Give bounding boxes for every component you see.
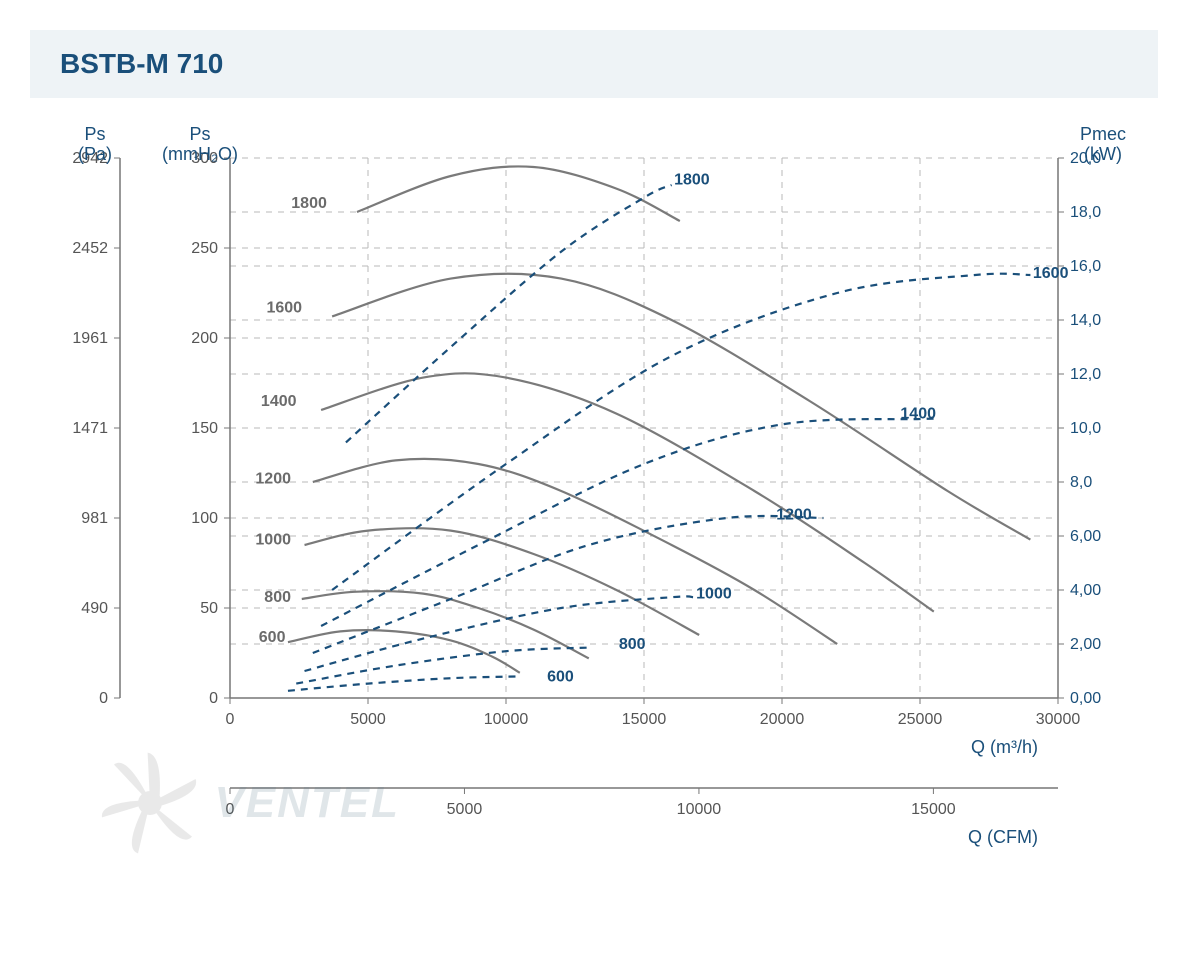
x-tick-label: 25000	[898, 711, 943, 728]
ps-curve-1000	[305, 528, 700, 635]
y-tick-label-mmh2o: 150	[191, 420, 218, 437]
ps-curve-1200	[313, 459, 837, 644]
y2-tick-label: 12,0	[1070, 366, 1101, 383]
y2-label-2: (kW)	[1084, 144, 1122, 164]
y-tick-label-pa: 981	[81, 510, 108, 527]
y2-tick-label: 16,0	[1070, 258, 1101, 275]
pmec-curve-label-1600: 1600	[1033, 265, 1069, 282]
pmec-curve-label-1400: 1400	[900, 406, 936, 423]
x-tick-label: 30000	[1036, 711, 1081, 728]
chart-title: BSTB-M 710	[60, 48, 1128, 80]
y-label-mmh2o-1: Ps	[189, 124, 210, 144]
fan-curve-chart: 050001000015000200002500030000Q (m³/h)05…	[30, 118, 1158, 878]
x-tick-label: 0	[226, 711, 235, 728]
y2-tick-label: 10,0	[1070, 420, 1101, 437]
ps-curve-1800	[357, 166, 680, 221]
ps-curve-label-1200: 1200	[255, 470, 291, 487]
ps-curve-label-1600: 1600	[266, 299, 302, 316]
y2-tick-label: 2,00	[1070, 636, 1101, 653]
y-tick-label-pa: 2452	[72, 240, 108, 257]
x2-tick-label: 15000	[911, 801, 956, 818]
y-tick-label-mmh2o: 100	[191, 510, 218, 527]
y-tick-label-mmh2o: 200	[191, 330, 218, 347]
y-label-pa-1: Ps	[84, 124, 105, 144]
y2-tick-label: 8,0	[1070, 474, 1092, 491]
y-tick-label-pa: 490	[81, 600, 108, 617]
y-tick-label-mmh2o: 250	[191, 240, 218, 257]
x2-tick-label: 0	[226, 801, 235, 818]
pmec-curve-label-600: 600	[547, 668, 574, 685]
pmec-curve-1800	[346, 185, 672, 442]
pmec-curve-1600	[332, 274, 1030, 590]
pmec-curve-label-800: 800	[619, 636, 646, 653]
x-tick-label: 10000	[484, 711, 529, 728]
y2-tick-label: 4,00	[1070, 582, 1101, 599]
chart-container: 050001000015000200002500030000Q (m³/h)05…	[30, 118, 1158, 883]
x2-tick-label: 5000	[447, 801, 483, 818]
x2-axis-label: Q (CFM)	[968, 827, 1038, 847]
x2-tick-label: 10000	[677, 801, 722, 818]
pmec-curve-label-1000: 1000	[696, 586, 732, 603]
ps-curve-label-600: 600	[259, 629, 286, 646]
ps-curve-label-1000: 1000	[255, 532, 291, 549]
x-tick-label: 15000	[622, 711, 667, 728]
pmec-curve-800	[296, 648, 589, 684]
ps-curve-1400	[321, 373, 934, 611]
ps-curve-label-800: 800	[264, 589, 291, 606]
y-tick-label-pa: 0	[99, 690, 108, 707]
y-tick-label-mmh2o: 50	[200, 600, 218, 617]
ps-curve-label-1800: 1800	[291, 195, 327, 212]
y-tick-label-pa: 1471	[72, 420, 108, 437]
pmec-curve-label-1200: 1200	[776, 506, 812, 523]
y2-tick-label: 6,00	[1070, 528, 1101, 545]
y-tick-label-mmh2o: 0	[209, 690, 218, 707]
y-label-mmh2o-2: (mmH₂O)	[162, 144, 238, 164]
x-axis-label: Q (m³/h)	[971, 737, 1038, 757]
ps-curve-label-1400: 1400	[261, 393, 297, 410]
y2-tick-label: 18,0	[1070, 204, 1101, 221]
y-tick-label-pa: 1961	[72, 330, 108, 347]
x-tick-label: 20000	[760, 711, 805, 728]
y2-label-1: Pmec	[1080, 124, 1126, 144]
title-bar: BSTB-M 710	[30, 30, 1158, 98]
x-tick-label: 5000	[350, 711, 386, 728]
y2-tick-label: 0,00	[1070, 690, 1101, 707]
y-label-pa-2: (Pa)	[78, 144, 112, 164]
y2-tick-label: 14,0	[1070, 312, 1101, 329]
pmec-curve-label-1800: 1800	[674, 172, 710, 189]
